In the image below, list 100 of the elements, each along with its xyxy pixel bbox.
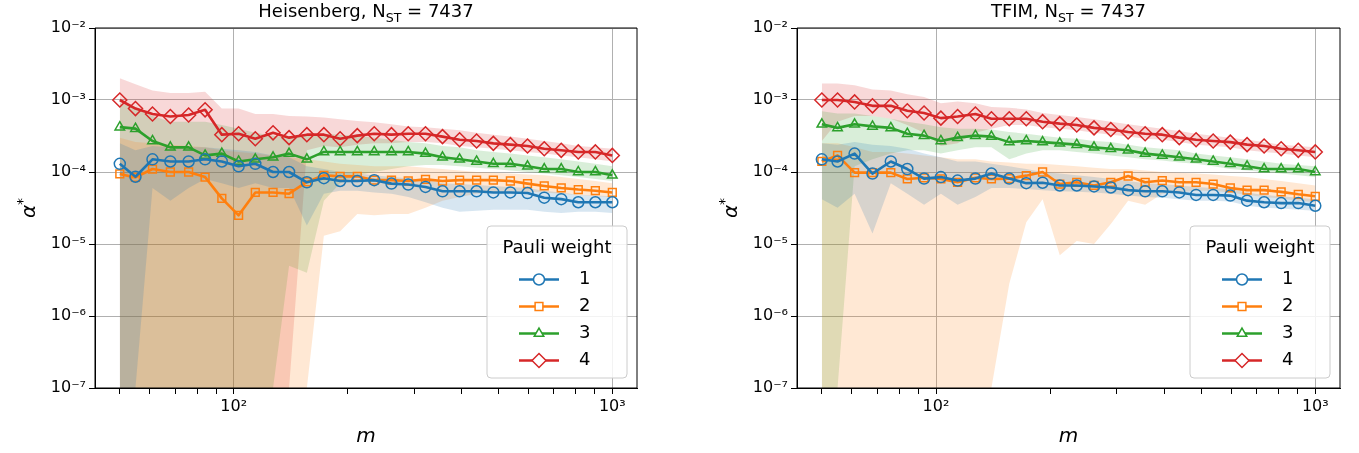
point — [1037, 135, 1049, 146]
point — [349, 127, 366, 144]
point — [164, 155, 177, 168]
point — [1224, 157, 1236, 168]
point — [1310, 191, 1320, 201]
point — [1123, 171, 1133, 181]
point — [866, 120, 878, 130]
point — [607, 187, 617, 198]
point — [829, 92, 846, 108]
point — [538, 162, 550, 173]
point — [504, 186, 517, 199]
legend-label: 4 — [579, 348, 591, 370]
point — [1191, 177, 1201, 187]
point — [470, 185, 483, 198]
y-tick-label: 10⁻⁶ — [752, 305, 788, 325]
point — [1189, 188, 1203, 202]
point — [1105, 142, 1117, 153]
point — [402, 145, 414, 156]
point — [832, 150, 843, 161]
legend-title: Pauli weight — [1205, 235, 1315, 257]
point — [1241, 160, 1253, 170]
point — [1275, 162, 1287, 173]
point — [351, 145, 363, 156]
point — [604, 147, 621, 164]
point — [401, 178, 415, 191]
point — [437, 151, 449, 161]
point — [936, 174, 946, 184]
point — [555, 192, 568, 206]
legend-label: 1 — [579, 267, 591, 289]
point — [573, 184, 583, 195]
point — [316, 126, 332, 143]
point — [147, 164, 158, 174]
point — [884, 155, 898, 168]
point — [1257, 196, 1271, 209]
point — [454, 153, 466, 163]
point — [1273, 141, 1289, 157]
point — [114, 120, 126, 131]
point — [1259, 185, 1269, 195]
point — [1242, 185, 1252, 195]
point — [967, 106, 984, 122]
point — [814, 92, 830, 108]
point — [886, 167, 896, 178]
point — [1173, 186, 1186, 199]
point — [1207, 155, 1219, 165]
point — [969, 129, 981, 140]
point — [1206, 188, 1220, 202]
point — [437, 176, 448, 186]
point — [281, 129, 297, 146]
point — [333, 174, 347, 188]
point — [589, 196, 602, 209]
point — [471, 155, 483, 165]
point — [451, 132, 468, 148]
point — [1103, 121, 1119, 138]
point — [606, 169, 618, 179]
point — [1104, 181, 1118, 194]
point — [1154, 126, 1171, 143]
point — [1309, 199, 1322, 212]
point — [570, 144, 587, 160]
point — [1068, 117, 1085, 133]
point — [319, 170, 329, 180]
point — [1071, 138, 1083, 149]
point — [1020, 134, 1032, 145]
point — [232, 160, 245, 173]
point — [521, 186, 534, 200]
point — [184, 167, 194, 177]
point — [949, 108, 966, 125]
legend-label: 3 — [1282, 321, 1294, 343]
point — [539, 181, 549, 191]
point — [265, 125, 281, 141]
point — [864, 98, 881, 114]
point — [952, 131, 964, 142]
point — [587, 144, 604, 160]
point — [113, 157, 127, 171]
point — [233, 155, 245, 165]
point — [832, 121, 844, 132]
point — [1020, 176, 1033, 190]
point — [1174, 177, 1184, 187]
point — [127, 100, 144, 117]
x-tick-label: 10³ — [598, 395, 626, 415]
point — [816, 118, 828, 128]
point — [883, 98, 899, 114]
y-tick-label: 10⁻⁵ — [752, 233, 788, 253]
x-axis-title: m — [356, 423, 376, 447]
point — [420, 174, 431, 185]
point — [162, 108, 179, 125]
point — [385, 145, 397, 156]
point — [284, 189, 294, 199]
point — [1037, 167, 1048, 177]
y-tick-label: 10⁻² — [752, 17, 788, 37]
point — [1054, 137, 1066, 147]
x-tick-label: 10² — [922, 395, 950, 415]
point — [385, 177, 398, 190]
point — [846, 94, 863, 110]
legend-label: 2 — [1282, 294, 1294, 316]
point — [1138, 185, 1152, 198]
point — [146, 134, 158, 145]
point — [249, 157, 262, 171]
point — [1139, 147, 1151, 158]
point — [487, 186, 500, 199]
point — [144, 106, 161, 122]
